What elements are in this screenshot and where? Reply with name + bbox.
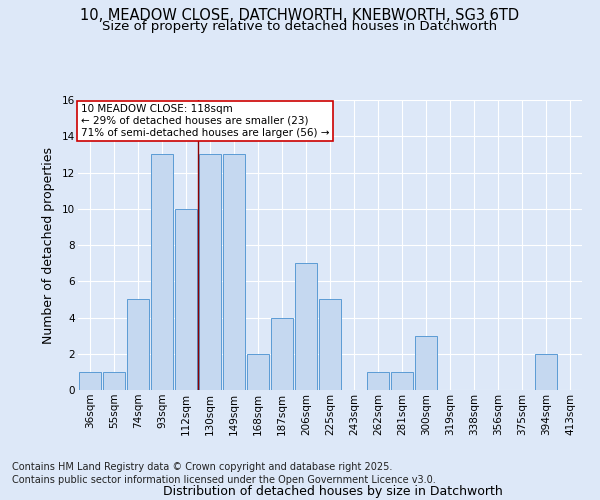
Bar (79, 372, 101, 390)
Bar (223, 154, 245, 390)
Bar (319, 300, 341, 390)
Y-axis label: Number of detached properties: Number of detached properties (42, 146, 55, 344)
Text: 10, MEADOW CLOSE, DATCHWORTH, KNEBWORTH, SG3 6TD: 10, MEADOW CLOSE, DATCHWORTH, KNEBWORTH,… (80, 8, 520, 22)
Bar (175, 209, 197, 390)
Bar (127, 300, 149, 390)
Bar (103, 372, 125, 390)
Bar (295, 263, 317, 390)
Text: Contains public sector information licensed under the Open Government Licence v3: Contains public sector information licen… (12, 475, 436, 485)
Bar (151, 154, 173, 390)
Text: 10 MEADOW CLOSE: 118sqm
← 29% of detached houses are smaller (23)
71% of semi-de: 10 MEADOW CLOSE: 118sqm ← 29% of detache… (80, 104, 329, 138)
Bar (391, 372, 413, 390)
Text: Size of property relative to detached houses in Datchworth: Size of property relative to detached ho… (103, 20, 497, 33)
Text: Contains HM Land Registry data © Crown copyright and database right 2025.: Contains HM Land Registry data © Crown c… (12, 462, 392, 472)
Bar (271, 318, 293, 390)
Bar (199, 154, 221, 390)
Bar (535, 354, 557, 390)
Bar (247, 354, 269, 390)
Text: Distribution of detached houses by size in Datchworth: Distribution of detached houses by size … (163, 484, 503, 498)
Bar (415, 336, 437, 390)
Bar (367, 372, 389, 390)
